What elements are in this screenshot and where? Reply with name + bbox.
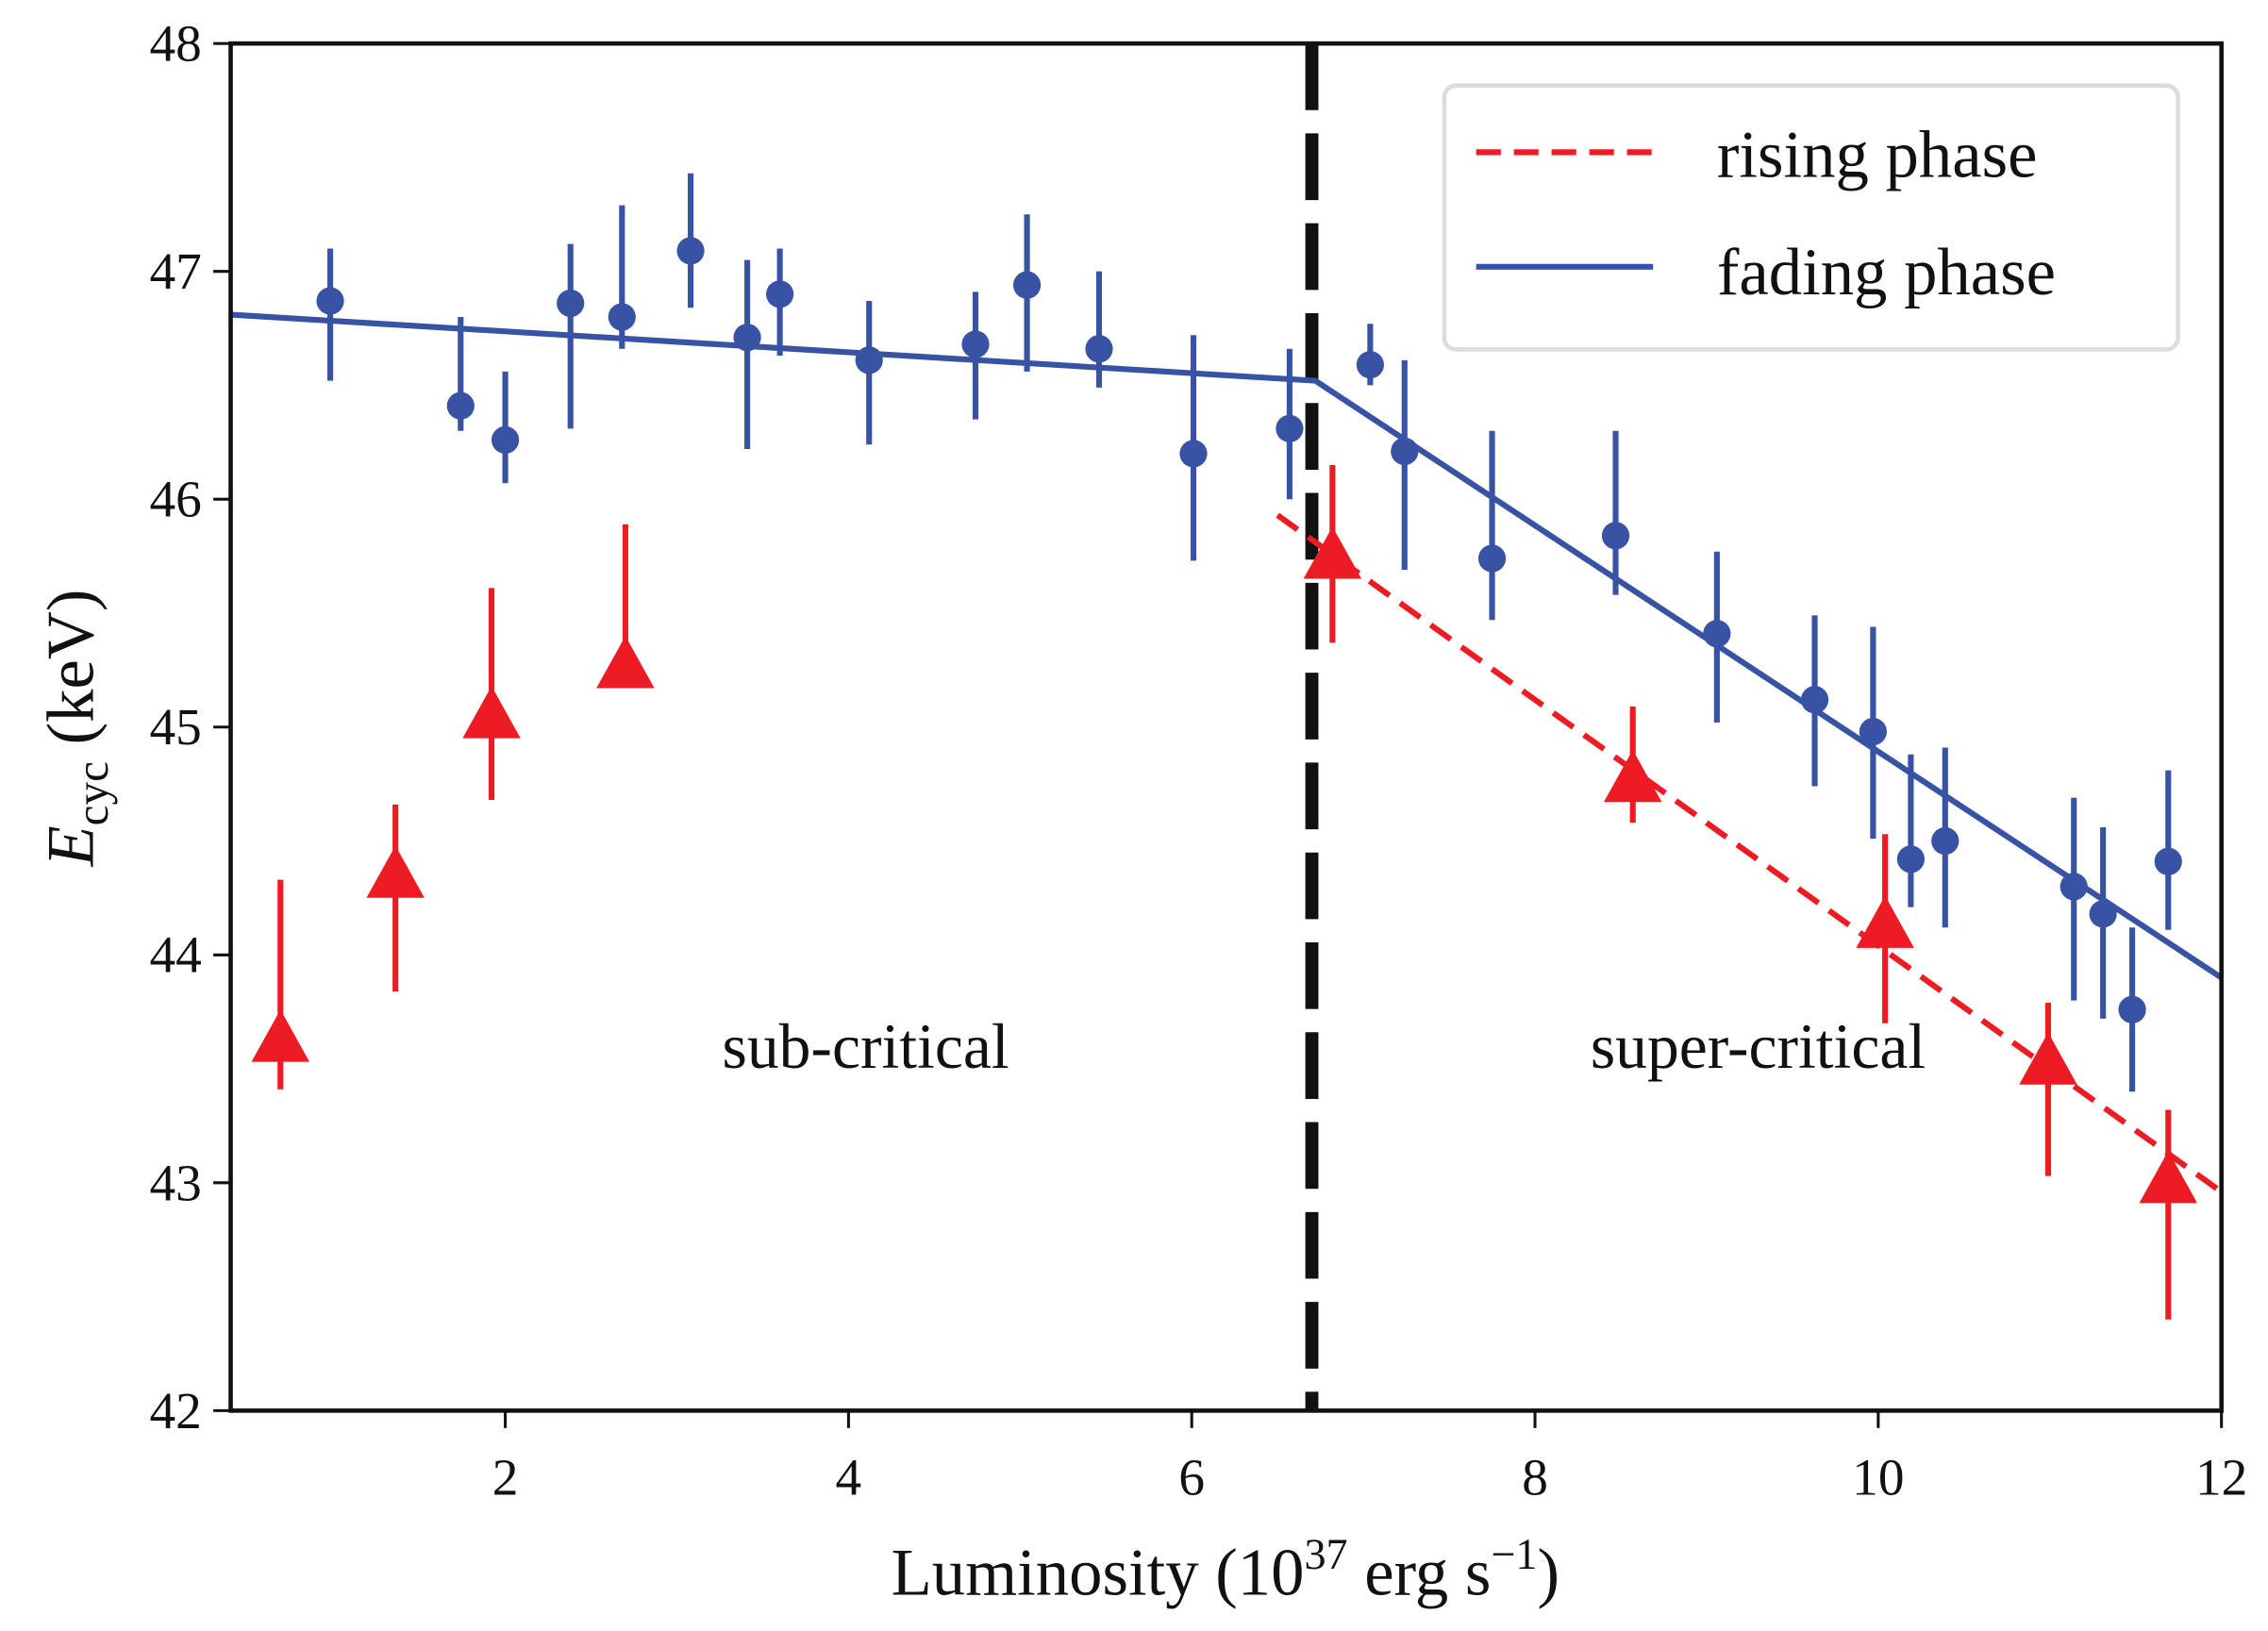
rising-point: [2139, 1151, 2198, 1204]
x-tick-label: 6: [1178, 1449, 1205, 1506]
rising-point: [366, 845, 425, 898]
fading-point: [316, 287, 344, 315]
rising-point: [596, 636, 655, 689]
annotation-super-critical: super-critical: [1591, 1011, 1926, 1082]
legend-fading-label: fading phase: [1717, 236, 2056, 309]
fading-point: [676, 237, 705, 265]
legend: rising phase fading phase: [1442, 83, 2180, 352]
y-tick-label: 42: [149, 1382, 201, 1440]
rising-fit-line: [1276, 512, 2224, 1195]
y-tick-label: 43: [149, 1154, 201, 1211]
x-tick-label: 8: [1522, 1449, 1548, 1506]
x-tick-label: 2: [492, 1449, 519, 1506]
fading-point: [1859, 717, 1887, 746]
fading-point: [446, 391, 475, 420]
y-tick-label: 47: [149, 242, 201, 300]
fading-fit-line: [230, 311, 2224, 981]
x-axis-label: Luminosity (1037 erg s−1): [892, 1530, 1559, 1610]
x-tick-label: 12: [2195, 1449, 2247, 1506]
fading-point: [2154, 847, 2182, 875]
fading-point: [766, 280, 794, 308]
y-tick-label: 45: [149, 698, 201, 756]
rising-point: [1603, 749, 1662, 803]
fading-point: [1276, 414, 1304, 442]
fading-point: [1896, 845, 1926, 874]
y-axis-label: Ecyc (keV): [35, 590, 118, 868]
fading-point: [1931, 826, 1959, 856]
fading-point: [2060, 873, 2088, 901]
annotation-sub-critical: sub-critical: [723, 1011, 1009, 1082]
fading-point: [1085, 335, 1113, 363]
rising-point: [462, 686, 521, 739]
fading-point: [557, 289, 585, 318]
y-tick-label: 46: [149, 471, 201, 528]
x-tick-label: 10: [1852, 1449, 1904, 1506]
fading-point: [1012, 271, 1042, 299]
fading-point: [491, 425, 520, 455]
rising-point: [251, 1009, 310, 1062]
legend-rising-label: rising phase: [1717, 119, 2038, 192]
fading-point: [608, 303, 636, 331]
rising-point: [2019, 1032, 2077, 1085]
fading-point: [961, 330, 990, 358]
fading-point: [1179, 440, 1208, 468]
x-tick-label: 4: [836, 1449, 862, 1506]
fading-point: [1356, 351, 1384, 379]
fading-point: [1601, 522, 1630, 550]
plot-marks: [230, 43, 2224, 1411]
y-tick-label: 44: [149, 926, 201, 984]
fading-point: [2118, 995, 2146, 1024]
fading-point: [1477, 544, 1507, 573]
rising-point: [1856, 895, 1914, 948]
y-tick-label: 48: [149, 15, 201, 73]
